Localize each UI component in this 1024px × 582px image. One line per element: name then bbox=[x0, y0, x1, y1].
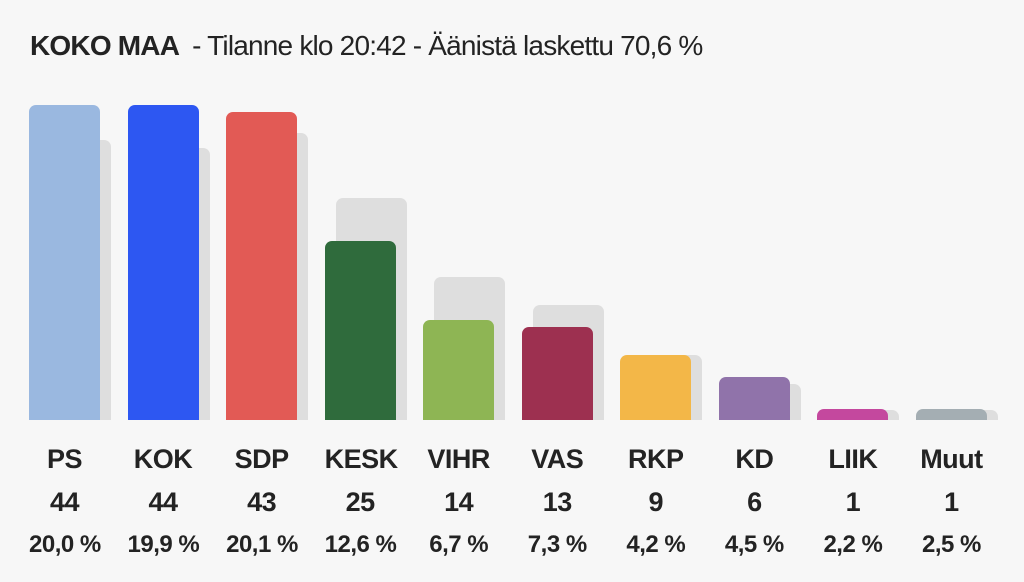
party-column: KOK 44 19,9 % bbox=[127, 83, 210, 558]
party-percent: 4,2 % bbox=[626, 531, 686, 558]
party-abbr: KESK bbox=[324, 444, 399, 474]
party-bar bbox=[521, 326, 593, 420]
party-seats: 1 bbox=[845, 487, 861, 517]
party-seats: 6 bbox=[747, 487, 762, 517]
party-abbr: LIIK bbox=[828, 444, 878, 474]
party-bar bbox=[915, 409, 987, 420]
party-column: SDP 43 20,1 % bbox=[226, 83, 309, 558]
party-percent: 7,3 % bbox=[527, 531, 587, 558]
party-percent: 6,7 % bbox=[429, 531, 489, 558]
party-bar bbox=[718, 376, 790, 420]
party-seats: 44 bbox=[148, 487, 179, 517]
party-column: RKP 9 4,2 % bbox=[620, 83, 703, 558]
bar-group bbox=[521, 83, 604, 420]
bar-group bbox=[226, 83, 309, 420]
party-bar bbox=[324, 240, 396, 420]
party-seats: 43 bbox=[247, 487, 277, 517]
party-seats: 25 bbox=[345, 487, 376, 517]
party-percent: 19,9 % bbox=[127, 531, 200, 558]
party-percent: 2,5 % bbox=[921, 531, 981, 558]
party-column: PS 44 20,0 % bbox=[29, 83, 111, 557]
status-text: - Tilanne klo 20:42 - Äänistä laskettu 7… bbox=[192, 30, 703, 61]
seat-bar-chart: PS 44 20,0 % KOK 44 19,9 % SDP 43 20,1 % KESK 25 12… bbox=[29, 83, 998, 557]
party-percent: 20,1 % bbox=[226, 531, 298, 558]
party-seats: 9 bbox=[648, 487, 664, 517]
party-column: Muut 1 2,5 % bbox=[915, 83, 998, 558]
page-title: KOKO MAA - Tilanne klo 20:42 - Äänistä l… bbox=[30, 30, 703, 62]
bar-group bbox=[127, 83, 210, 420]
party-seats: 13 bbox=[542, 487, 573, 517]
party-bar bbox=[423, 319, 495, 420]
party-seats: 44 bbox=[49, 487, 80, 517]
party-bar bbox=[817, 409, 889, 420]
party-seats: 1 bbox=[944, 487, 959, 517]
bar-group bbox=[915, 83, 998, 420]
bar-group bbox=[620, 83, 703, 420]
bar-group bbox=[817, 83, 900, 420]
party-abbr: VAS bbox=[531, 444, 584, 474]
region-title: KOKO MAA bbox=[30, 30, 180, 61]
bar-group bbox=[324, 83, 407, 420]
bar-group bbox=[423, 83, 506, 420]
party-percent: 20,0 % bbox=[29, 531, 101, 558]
party-abbr: KOK bbox=[133, 444, 193, 474]
party-percent: 4,5 % bbox=[724, 531, 784, 558]
party-column: VIHR 14 6,7 % bbox=[423, 83, 506, 558]
bar-group bbox=[29, 83, 111, 420]
party-column: VAS 13 7,3 % bbox=[521, 83, 604, 558]
party-abbr: RKP bbox=[628, 444, 684, 474]
party-abbr: PS bbox=[46, 444, 83, 474]
party-bar bbox=[620, 355, 692, 420]
party-column: KESK 25 12,6 % bbox=[324, 83, 407, 558]
party-abbr: Muut bbox=[920, 444, 983, 474]
party-percent: 2,2 % bbox=[823, 531, 883, 558]
party-bar bbox=[226, 111, 298, 420]
party-column: KD 6 4,5 % bbox=[718, 83, 801, 558]
bar-group bbox=[718, 83, 801, 420]
party-abbr: VIHR bbox=[427, 444, 490, 474]
party-percent: 12,6 % bbox=[324, 531, 397, 558]
party-seats: 14 bbox=[444, 487, 474, 517]
party-column: LIIK 1 2,2 % bbox=[817, 83, 900, 558]
party-bar bbox=[127, 104, 199, 420]
party-bar bbox=[29, 104, 100, 420]
party-abbr: SDP bbox=[234, 444, 290, 474]
party-abbr: KD bbox=[735, 444, 774, 474]
